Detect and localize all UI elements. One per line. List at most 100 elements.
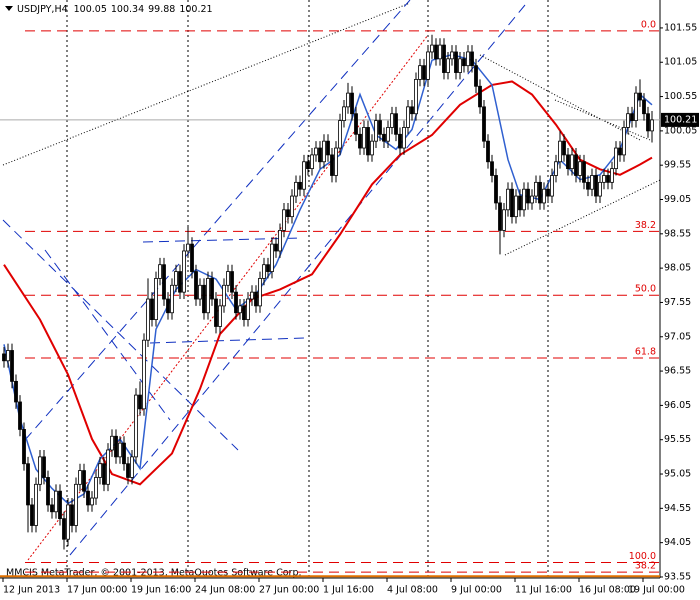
candle-body (18, 401, 22, 430)
candle-body (446, 58, 450, 73)
candle-body (538, 181, 542, 204)
x-tick-label: 11 Jul 16:00 (515, 585, 572, 596)
candle-body (574, 154, 578, 176)
x-tick-label: 19 Jul 00:00 (628, 585, 685, 596)
candle-body (118, 442, 122, 458)
candle-body (286, 209, 290, 218)
candle-body (38, 456, 42, 485)
price-box-label: 100.21 (664, 114, 697, 125)
candle-body (106, 449, 110, 485)
fibo-label: 38.2 (635, 220, 656, 231)
y-tick-label: 101.55 (664, 22, 697, 33)
triangle-line (479, 54, 641, 141)
candle-body (626, 113, 630, 128)
candles (2, 34, 654, 550)
candle-body (226, 271, 230, 286)
candle-body (638, 92, 642, 101)
candle-body (62, 518, 66, 540)
candle-body (422, 65, 426, 80)
menu-arrow[interactable] (5, 6, 13, 11)
candle-body (74, 483, 78, 526)
candle-body (650, 119, 654, 132)
y-tick-label: 94.55 (664, 503, 691, 514)
candle-body (302, 161, 306, 190)
candle-body (22, 429, 26, 465)
x-tick-label: 4 Jul 08:00 (387, 585, 438, 596)
candle-body (414, 79, 418, 115)
candle-body (614, 147, 618, 170)
candle-body (210, 278, 214, 300)
candle-body (338, 120, 342, 149)
candle-body (30, 504, 34, 526)
candle-body (526, 188, 530, 204)
candle-body (434, 44, 438, 60)
channel-line (69, 4, 526, 556)
x-tick-label: 24 Jun 08:00 (195, 585, 255, 596)
last-close: 100.21 (179, 4, 212, 15)
y-tick-label: 100.05 (664, 125, 697, 136)
candle-body (242, 305, 246, 321)
y-tick-label: 97.05 (664, 331, 691, 342)
candle-body (198, 284, 202, 300)
candle-body (370, 140, 374, 156)
channel-line (149, 337, 306, 344)
x-tick-label: 16 Jul 08:00 (579, 585, 636, 596)
candle-body (366, 127, 370, 156)
candle-body (646, 113, 650, 132)
candle-body (622, 127, 626, 156)
candle-body (382, 133, 386, 142)
candle-body (190, 243, 194, 272)
period-separators (66, 0, 549, 578)
candle-body (50, 504, 54, 513)
candle-body (314, 147, 318, 156)
candle-body (362, 127, 366, 149)
candle-body (418, 65, 422, 80)
candle-body (98, 463, 102, 478)
candle-body (186, 243, 190, 252)
candle-body (590, 175, 594, 190)
trend-line (2, 2, 411, 166)
y-tick-label: 98.05 (664, 263, 691, 274)
candle-body (2, 353, 6, 362)
candle-body (86, 490, 90, 506)
candle-body (522, 188, 526, 211)
x-tick-label: 27 Jun 00:00 (259, 585, 319, 596)
candle-body (618, 147, 622, 156)
candle-body (490, 161, 494, 176)
candle-body (478, 85, 482, 108)
candle-body (542, 188, 546, 204)
candle-body (390, 113, 394, 128)
candle-body (126, 463, 130, 478)
y-tick-label: 96.05 (664, 400, 691, 411)
last-low: 99.88 (148, 4, 175, 15)
candle-body (350, 92, 354, 115)
candle-body (90, 497, 94, 506)
candle-body (10, 350, 14, 382)
candle-body (258, 278, 262, 307)
candle-body (6, 350, 10, 362)
candle-body (450, 51, 454, 60)
candle-body (306, 161, 310, 170)
candle-body (182, 250, 186, 293)
candle-body (374, 120, 378, 142)
candle-body (94, 477, 98, 499)
candle-body (174, 271, 178, 286)
candle-body (58, 490, 62, 520)
candle-body (482, 106, 486, 142)
candle-body (238, 305, 242, 314)
y-tick-label: 99.05 (664, 194, 691, 205)
candle-body (274, 243, 278, 252)
candle-body (234, 291, 238, 314)
channel-line (2, 219, 239, 451)
candle-body (378, 120, 382, 135)
candle-body (566, 154, 570, 170)
candle-body (82, 470, 86, 492)
candle-body (546, 188, 550, 197)
candle-body (578, 161, 582, 176)
candle-body (170, 284, 174, 314)
candle-body (406, 106, 410, 128)
candle-body (326, 140, 330, 156)
candle-body (534, 181, 538, 197)
candle-body (466, 51, 470, 67)
